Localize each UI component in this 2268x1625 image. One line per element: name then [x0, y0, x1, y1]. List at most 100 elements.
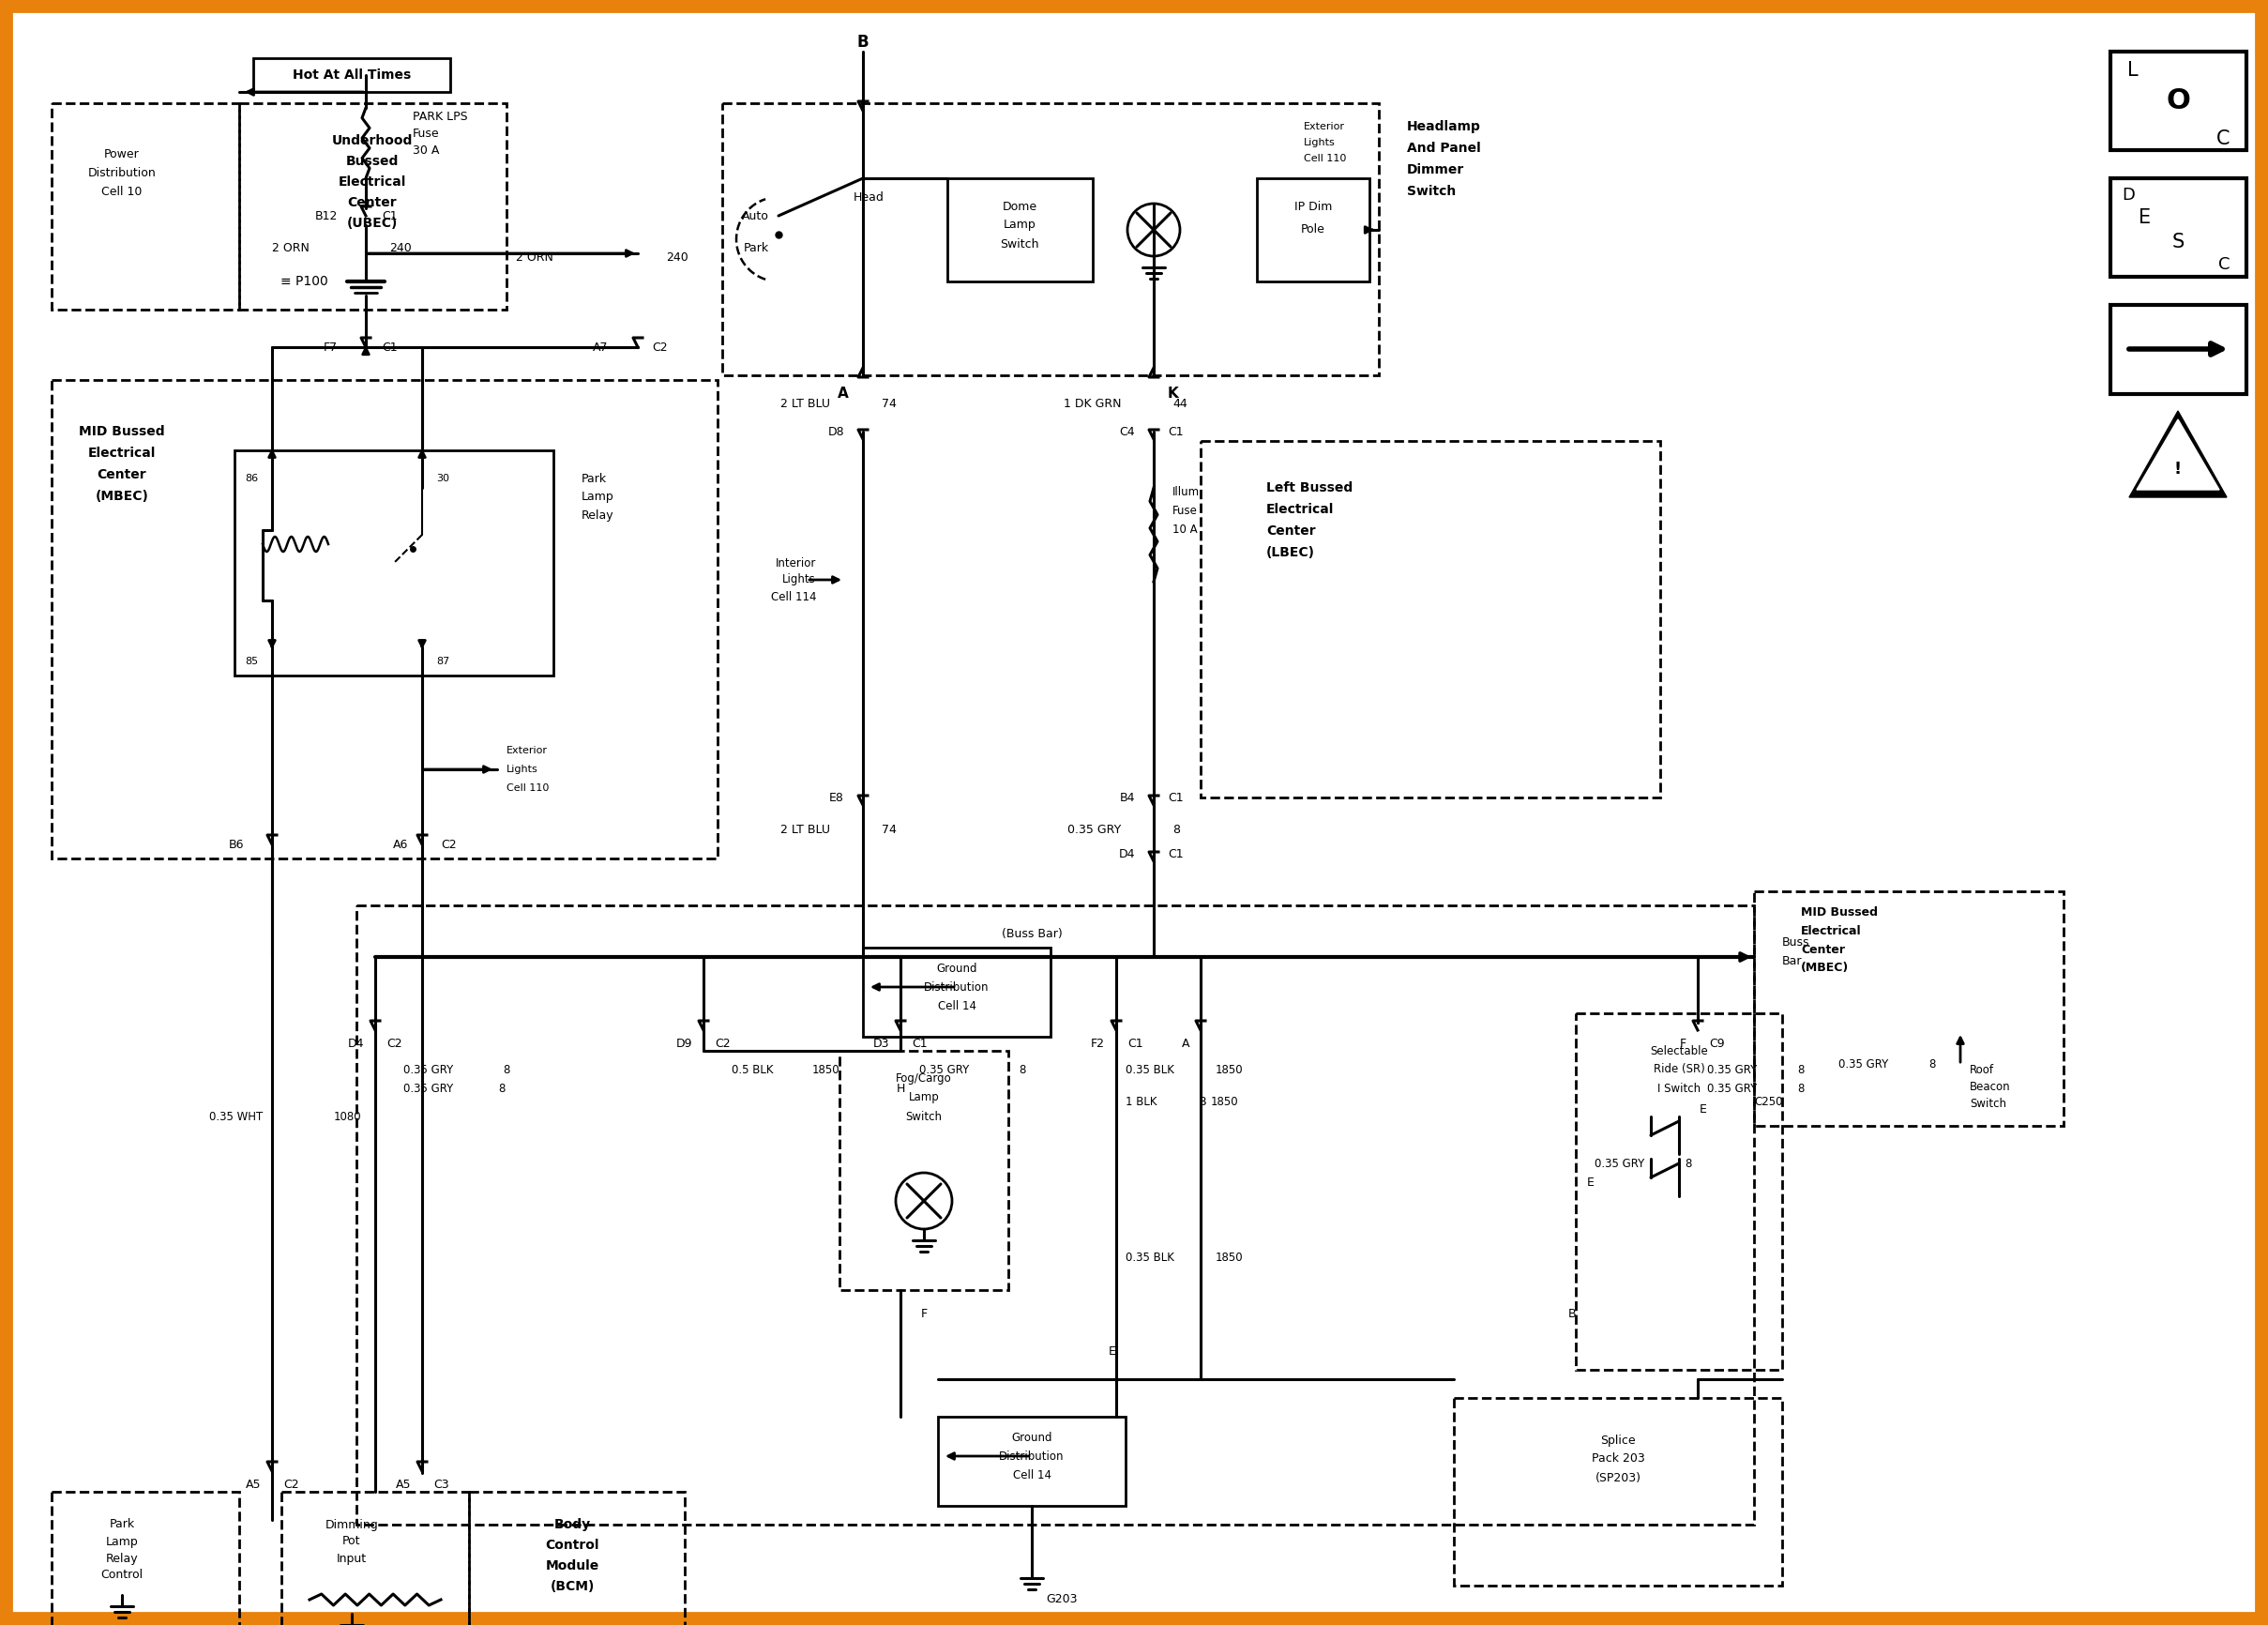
Text: C9: C9	[1710, 1037, 1724, 1050]
Text: Switch: Switch	[905, 1110, 941, 1123]
Text: Left Bussed: Left Bussed	[1266, 481, 1352, 494]
Text: B: B	[857, 34, 869, 50]
Text: D4: D4	[347, 1037, 363, 1050]
Text: 8: 8	[1799, 1063, 1805, 1076]
Text: Cell 10: Cell 10	[102, 187, 143, 198]
Text: 30 A: 30 A	[413, 145, 440, 158]
Text: 2 LT BLU: 2 LT BLU	[780, 824, 830, 837]
Text: (LBEC): (LBEC)	[1266, 546, 1315, 559]
Text: 85: 85	[245, 656, 259, 666]
Text: L: L	[2127, 62, 2139, 80]
Text: 2 ORN: 2 ORN	[517, 252, 553, 265]
Text: 0.35 BLK: 0.35 BLK	[1125, 1063, 1175, 1076]
Text: Park: Park	[744, 242, 769, 255]
Text: A6: A6	[392, 838, 408, 850]
Text: E: E	[2139, 208, 2150, 228]
Text: E: E	[1699, 1103, 1708, 1115]
Text: And Panel: And Panel	[1406, 141, 1481, 154]
Text: Dome: Dome	[1002, 200, 1036, 213]
Text: A5: A5	[245, 1479, 261, 1490]
Text: C250: C250	[1753, 1097, 1783, 1108]
Text: Control: Control	[544, 1539, 599, 1552]
Text: A: A	[837, 387, 848, 401]
Text: Auto: Auto	[742, 210, 769, 223]
Text: Lights: Lights	[506, 765, 538, 773]
Text: I Switch: I Switch	[1658, 1082, 1701, 1094]
Text: Dimming: Dimming	[324, 1518, 379, 1531]
Text: Power: Power	[104, 150, 141, 161]
Text: Head: Head	[853, 190, 885, 203]
Text: Pole: Pole	[1302, 224, 1325, 236]
Text: 8: 8	[1685, 1157, 1692, 1170]
Text: Module: Module	[544, 1560, 599, 1573]
Text: O: O	[2166, 88, 2191, 115]
Text: G203: G203	[1046, 1594, 1077, 1605]
Text: (MBEC): (MBEC)	[1801, 962, 1848, 975]
Text: Cell 14: Cell 14	[1012, 1469, 1050, 1480]
Polygon shape	[2136, 419, 2218, 489]
Text: 87: 87	[435, 656, 449, 666]
Text: 86: 86	[245, 474, 259, 483]
Text: Underhood: Underhood	[331, 135, 413, 148]
Text: Interior: Interior	[776, 557, 816, 569]
Text: F2: F2	[1091, 1037, 1105, 1050]
Polygon shape	[2130, 411, 2227, 497]
Text: B: B	[1198, 1097, 1207, 1108]
Text: Cell 114: Cell 114	[771, 590, 816, 603]
Text: PARK LPS: PARK LPS	[413, 110, 467, 124]
Text: 10 A: 10 A	[1173, 523, 1198, 536]
Text: Fuse: Fuse	[413, 128, 440, 140]
Text: E8: E8	[830, 791, 844, 804]
Text: 8: 8	[503, 1063, 510, 1076]
Text: (Buss Bar): (Buss Bar)	[1002, 928, 1061, 939]
Text: C1: C1	[1127, 1037, 1143, 1050]
Text: B6: B6	[229, 838, 245, 850]
Text: C1: C1	[1168, 791, 1184, 804]
Text: 8: 8	[1018, 1063, 1025, 1076]
Text: 1080: 1080	[333, 1110, 361, 1123]
Text: 44: 44	[1173, 398, 1186, 410]
Text: Cell 14: Cell 14	[937, 999, 975, 1012]
Text: Distribution: Distribution	[88, 167, 156, 180]
Text: E: E	[1588, 1176, 1594, 1188]
Text: 0.5 BLK: 0.5 BLK	[733, 1063, 773, 1076]
Text: Bussed: Bussed	[347, 154, 399, 167]
Text: 0.35 GRY: 0.35 GRY	[1068, 824, 1120, 837]
Text: 1850: 1850	[1216, 1251, 1243, 1263]
Text: 2 ORN: 2 ORN	[272, 242, 308, 255]
Text: Center: Center	[98, 468, 147, 481]
Text: Roof: Roof	[1969, 1063, 1994, 1076]
Text: !: !	[2175, 460, 2182, 478]
Text: F: F	[1681, 1037, 1687, 1050]
Text: Splice: Splice	[1601, 1435, 1635, 1446]
Text: Center: Center	[1801, 944, 1844, 955]
Text: Switch: Switch	[1000, 237, 1039, 250]
Text: C3: C3	[433, 1479, 449, 1490]
Text: Exterior: Exterior	[506, 746, 549, 756]
Text: 240: 240	[667, 252, 687, 265]
Text: Control: Control	[100, 1570, 143, 1581]
Text: F7: F7	[324, 341, 338, 353]
Text: Cell 110: Cell 110	[1304, 154, 1347, 162]
Text: B4: B4	[1120, 791, 1134, 804]
Text: (UBEC): (UBEC)	[347, 216, 397, 229]
Text: C1: C1	[381, 210, 397, 223]
Text: Center: Center	[1266, 525, 1315, 538]
Text: 30: 30	[435, 474, 449, 483]
Text: B12: B12	[315, 210, 338, 223]
Text: Switch: Switch	[1406, 185, 1456, 198]
Text: B: B	[1567, 1308, 1576, 1320]
Text: 1 BLK: 1 BLK	[1125, 1097, 1157, 1108]
Text: Headlamp: Headlamp	[1406, 120, 1481, 133]
Text: Hot At All Times: Hot At All Times	[293, 68, 411, 81]
Text: (BCM): (BCM)	[549, 1579, 594, 1592]
Text: Dimmer: Dimmer	[1406, 162, 1465, 177]
Text: 8: 8	[1799, 1082, 1805, 1094]
Text: (MBEC): (MBEC)	[95, 489, 150, 502]
Text: Selectable: Selectable	[1651, 1045, 1708, 1056]
Text: Relay: Relay	[107, 1552, 138, 1565]
Text: MID Bussed: MID Bussed	[79, 426, 166, 439]
Text: 1850: 1850	[1211, 1097, 1238, 1108]
Text: 0.35 GRY: 0.35 GRY	[1594, 1157, 1644, 1170]
Text: C4: C4	[1120, 426, 1134, 437]
